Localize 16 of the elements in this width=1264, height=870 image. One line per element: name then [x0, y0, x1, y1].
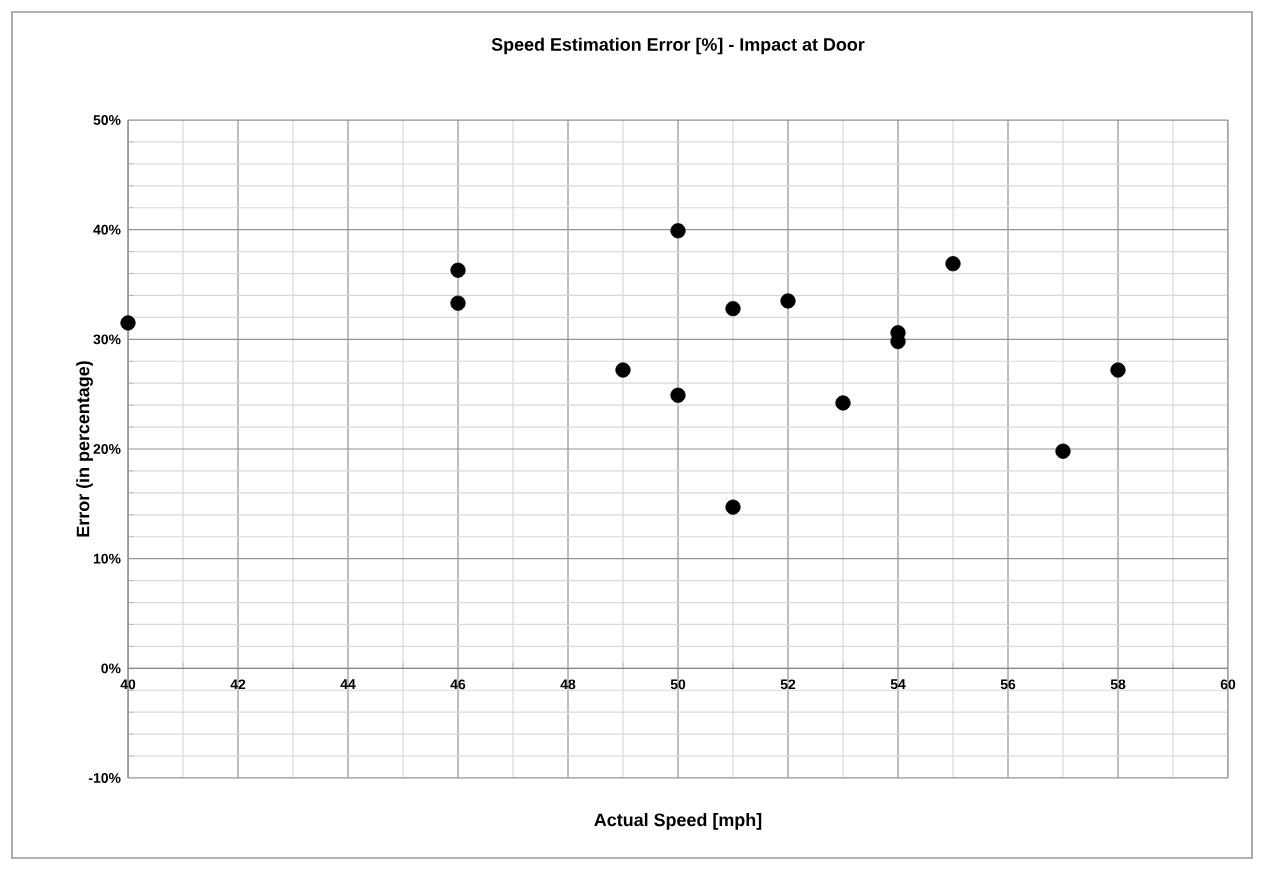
point	[670, 387, 686, 403]
point	[1110, 362, 1126, 378]
y-axis-title: Error (in percentage)	[76, 361, 93, 537]
point	[725, 301, 741, 317]
point	[615, 362, 631, 378]
point	[835, 395, 851, 411]
point	[670, 223, 686, 239]
chart-title: Speed Estimation Error [%] - Impact at Door	[491, 37, 865, 55]
point	[120, 315, 136, 331]
point	[450, 262, 466, 278]
point	[725, 499, 741, 515]
point	[450, 295, 466, 311]
point	[1055, 443, 1071, 459]
point	[945, 256, 961, 272]
x-axis-title: Actual Speed [mph]	[594, 813, 762, 830]
point	[780, 293, 796, 309]
